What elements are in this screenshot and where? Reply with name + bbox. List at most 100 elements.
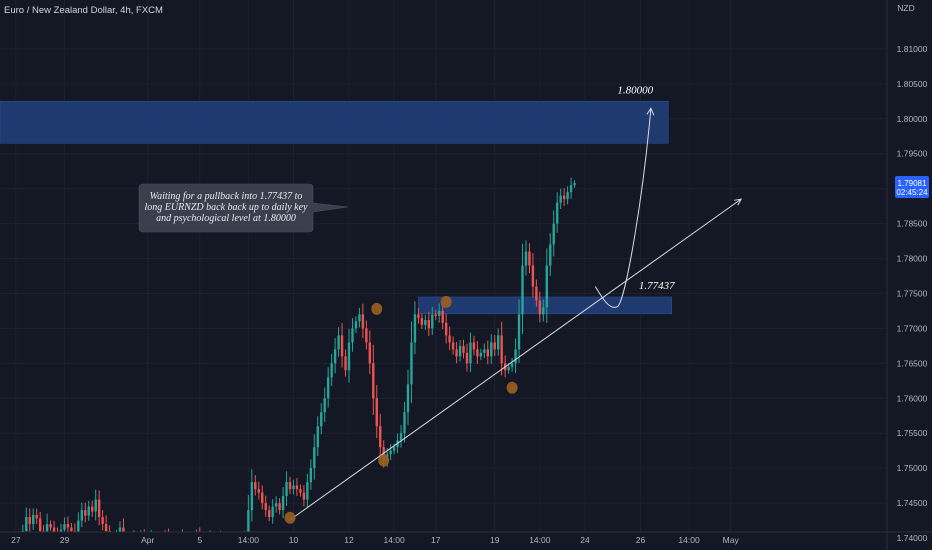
candle-body xyxy=(476,349,479,357)
pivot-marker xyxy=(371,302,383,315)
candle-body xyxy=(32,514,35,525)
candle-body xyxy=(368,342,372,364)
candle-body xyxy=(295,485,299,490)
candle-body xyxy=(288,482,292,490)
time-tick-label: 26 xyxy=(636,535,646,545)
candle-body xyxy=(500,335,503,364)
price-tick-label: 1.78000 xyxy=(897,254,928,264)
candle-body xyxy=(25,517,28,532)
price-tick-label: 1.76000 xyxy=(897,393,928,403)
candle-body xyxy=(538,300,542,315)
current-price-badge xyxy=(895,176,929,199)
candle-body xyxy=(281,496,285,511)
candle-body xyxy=(510,363,514,367)
candle-body xyxy=(438,310,441,316)
candle-body xyxy=(91,506,94,512)
candle-body xyxy=(94,499,97,512)
time-tick-label: 29 xyxy=(60,535,70,545)
candle-body xyxy=(84,510,87,516)
candle-body xyxy=(97,499,101,518)
candle-body xyxy=(514,349,517,364)
candle-body xyxy=(524,251,528,266)
candle-body xyxy=(257,489,260,493)
time-tick-label: 19 xyxy=(490,535,500,545)
candle-body xyxy=(326,377,330,399)
price-tick-label: 1.76500 xyxy=(897,358,928,368)
time-tick-label: Apr xyxy=(141,535,154,545)
candle-body xyxy=(267,510,271,518)
time-tick-label: 14:00 xyxy=(678,535,700,545)
candle-body xyxy=(313,447,316,469)
candle-body xyxy=(562,195,566,200)
candle-body xyxy=(28,517,31,525)
candle-body xyxy=(413,314,417,343)
pivot-marker xyxy=(440,295,452,308)
projection-path xyxy=(594,108,652,308)
candle-body xyxy=(444,322,448,336)
candle-body xyxy=(406,384,410,413)
candle-body xyxy=(261,492,264,504)
candle-body xyxy=(392,447,396,451)
pivot-marker xyxy=(284,511,296,524)
candle-body xyxy=(372,363,375,399)
candle-body xyxy=(497,335,500,350)
time-tick-label: 5 xyxy=(197,535,202,545)
annotation-box xyxy=(138,183,349,233)
zone-rect xyxy=(0,101,669,144)
time-tick-label: 12 xyxy=(344,535,354,545)
candle-body xyxy=(441,310,444,323)
time-tick-label: 14:00 xyxy=(529,535,551,545)
candle-body xyxy=(77,520,80,539)
candle-body xyxy=(45,524,49,539)
candle-body xyxy=(66,524,70,528)
annotation-callout: Waiting for a pullback into 1.77437 tolo… xyxy=(138,183,349,233)
candle-body xyxy=(299,489,302,493)
candle-body xyxy=(285,482,288,497)
pivot-marker xyxy=(506,381,518,394)
candle-body xyxy=(333,349,337,364)
time-tick-label: 24 xyxy=(580,535,590,545)
time-tick-label: 17 xyxy=(431,535,441,545)
candle-body xyxy=(104,524,108,532)
candle-body xyxy=(410,342,413,385)
candle-body xyxy=(70,527,73,532)
candle-body xyxy=(552,223,555,245)
currency-label: NZD xyxy=(897,3,914,13)
candle-body xyxy=(556,202,559,224)
candle-body xyxy=(493,342,496,350)
level-label-1-80000: 1.80000 xyxy=(617,84,653,96)
candle-body xyxy=(399,433,403,441)
candle-body xyxy=(340,335,344,357)
candle-body xyxy=(344,356,347,371)
candle-body xyxy=(264,503,267,511)
price-tick-label: 1.74000 xyxy=(897,533,928,543)
candle-body xyxy=(80,510,84,521)
price-tick-label: 1.78500 xyxy=(897,219,928,229)
candle-body xyxy=(337,335,340,350)
candle-body xyxy=(507,366,510,371)
drawings: 1.80000 1.77437 xyxy=(284,84,743,524)
candle-body xyxy=(417,314,420,318)
candles xyxy=(0,177,576,550)
candle-body xyxy=(521,265,524,315)
candle-body xyxy=(306,482,309,500)
countdown-label: 02:45:24 xyxy=(896,188,928,197)
price-tick-label: 1.75000 xyxy=(897,463,928,473)
candle-body xyxy=(462,345,465,353)
candle-body xyxy=(431,314,434,329)
candle-body xyxy=(479,352,483,357)
candle-body xyxy=(549,244,552,266)
candle-body xyxy=(420,317,424,325)
candle-body xyxy=(427,320,431,329)
candle-body xyxy=(469,342,472,364)
candle-body xyxy=(49,524,52,528)
trendline xyxy=(289,198,742,521)
candle-body xyxy=(486,349,489,357)
price-tick-label: 1.80000 xyxy=(897,114,928,124)
candle-body xyxy=(389,450,392,455)
symbol-legend[interactable]: Euro / New Zealand Dollar, 4h, FXCM xyxy=(4,5,163,16)
candle-body xyxy=(490,342,493,357)
